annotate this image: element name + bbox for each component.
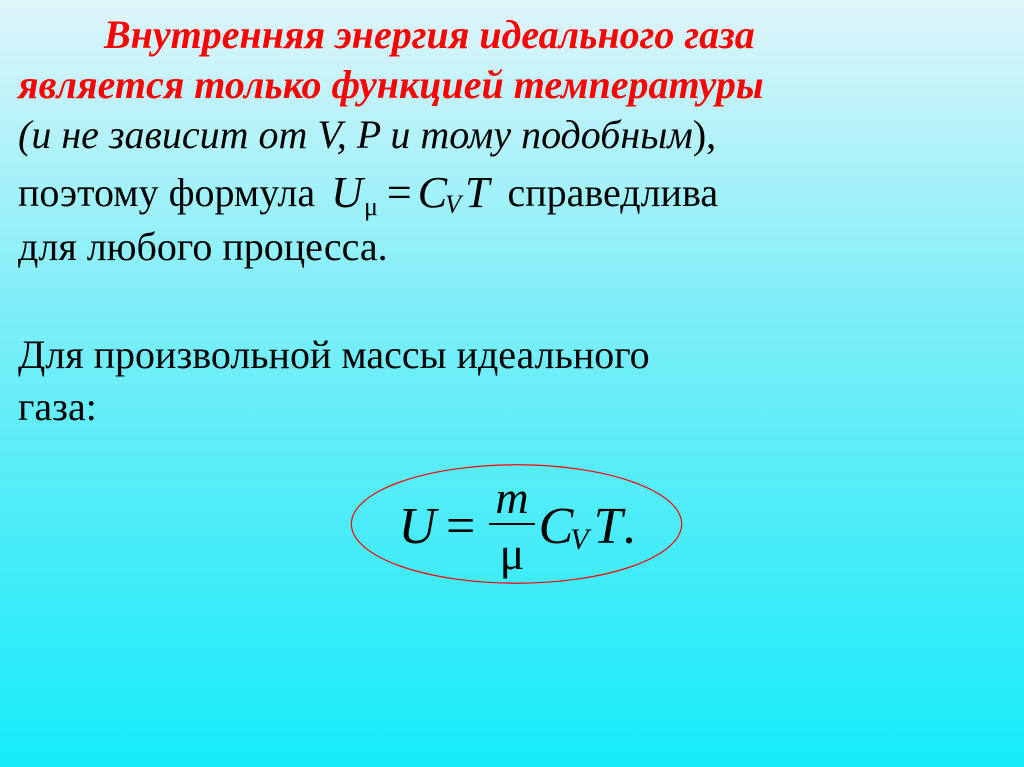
- depend-text-a: и не зависит от: [31, 112, 317, 157]
- arb-mass-line-1: Для произвольной массы идеального: [18, 329, 1016, 381]
- therefore-line: поэтому формула Uμ =CVT справедлива: [18, 164, 1016, 221]
- eq1-mu-subscript: μ: [364, 190, 378, 224]
- depend-text-b: и тому подобным: [380, 112, 692, 157]
- eq1-C: C: [418, 164, 447, 221]
- eq2-equals: =: [446, 497, 475, 556]
- headline-line-1: Внутренняя энергия идеального газа: [18, 10, 1016, 60]
- eq2-period: .: [623, 497, 636, 556]
- eq2-V-subscript: V: [570, 523, 588, 557]
- valid-text: справедлива: [507, 167, 718, 219]
- headline-line-2: является только функцией температуры: [18, 60, 1016, 110]
- eq2-denominator: μ: [494, 525, 531, 577]
- eq1-equals: =: [387, 164, 412, 221]
- dependency-line: (и не зависит от V, P и тому подобным),: [18, 110, 1016, 160]
- therefore-text: поэтому формула: [18, 167, 315, 219]
- eq1-V-subscript: V: [445, 188, 461, 222]
- eq2-T: T: [594, 497, 623, 556]
- variable-P: P: [357, 112, 381, 157]
- paren-close: ),: [693, 112, 716, 157]
- comma: ,: [337, 112, 357, 157]
- eq2-C: C: [539, 497, 574, 556]
- eq2-numerator: m: [489, 475, 534, 523]
- main-formula-block: U = m μ CVT.: [18, 461, 1016, 587]
- arbitrary-mass-paragraph: Для произвольной массы идеального газа:: [18, 329, 1016, 433]
- formula-ellipse: U = m μ CVT.: [348, 461, 685, 587]
- eq1-T: T: [465, 164, 489, 221]
- slide: Внутренняя энергия идеального газа являе…: [0, 0, 1024, 767]
- eq2-fraction: m μ: [489, 475, 534, 577]
- paren-open: (: [18, 112, 31, 157]
- arb-mass-line-2: газа:: [18, 381, 1016, 433]
- eq1-U: U: [331, 164, 363, 221]
- equation-main: U = m μ CVT.: [398, 475, 635, 577]
- eq2-U: U: [398, 497, 436, 556]
- variable-V: V: [317, 112, 336, 157]
- equation-inline: Uμ =CVT: [331, 164, 489, 221]
- any-process-line: для любого процесса.: [18, 221, 1016, 273]
